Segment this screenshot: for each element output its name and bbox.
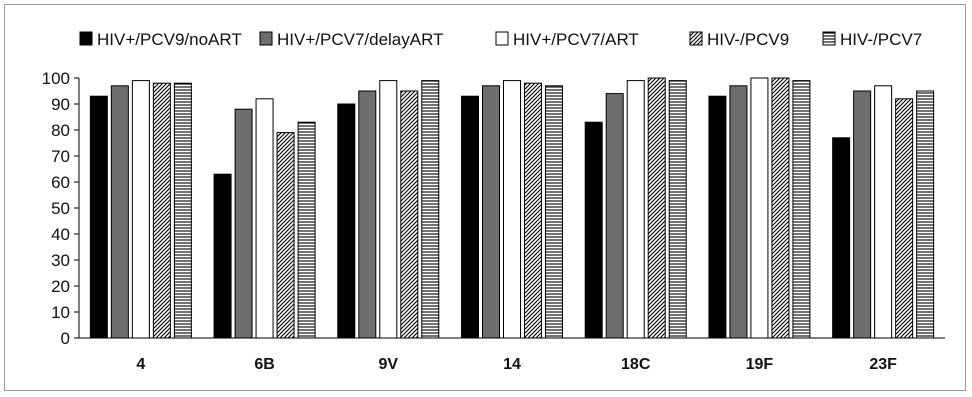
y-tick-label: 90 xyxy=(51,95,70,114)
y-tick-label: 60 xyxy=(51,173,70,192)
bar-6B-HIV-/PCV7 xyxy=(297,121,316,339)
bar-6B-HIV-/PCV9 xyxy=(276,132,295,339)
bar-19F-HIV+/PCV9/noART xyxy=(708,95,727,339)
y-tick-label: 100 xyxy=(42,69,70,88)
bar-14-HIV-/PCV7 xyxy=(545,85,563,339)
bar-14-HIV+/PCV9/noART xyxy=(461,95,479,339)
bar-18C-HIV-/PCV7 xyxy=(668,80,687,339)
x-axis-categories: 4 6B 9V 14 18C 19F 23F xyxy=(136,356,897,373)
bar-23F-HIV+/PCV7/ART xyxy=(874,85,893,339)
legend-swatch xyxy=(822,31,836,46)
x-category-label: 6B xyxy=(254,356,274,373)
bar-9V-HIV-/PCV7 xyxy=(421,80,440,339)
y-tick-label: 70 xyxy=(51,147,70,166)
bar-9V-HIV+/PCV9/noART xyxy=(337,103,356,339)
legend: HIV+/PCV9/noART HIV+/PCV7/delayART HIV+/PC… xyxy=(79,30,922,49)
bar-9V-HIV+/PCV7/ART xyxy=(379,80,398,339)
bar-4-HIV+/PCV7/ART xyxy=(131,80,150,339)
legend-label: HIV+/PCV7/delayART xyxy=(277,30,443,49)
y-tick-label: 30 xyxy=(51,251,70,270)
bar-19F-HIV-/PCV9 xyxy=(771,77,790,339)
bar-9V-HIV+/PCV7/delayART xyxy=(358,90,377,339)
x-category-label: 14 xyxy=(503,356,521,373)
bar-14-HIV+/PCV7/delayART xyxy=(482,85,500,339)
bar-14-HIV+/PCV7/ART xyxy=(503,80,521,339)
x-category-label: 23F xyxy=(869,356,897,373)
bar-14-HIV-/PCV9 xyxy=(524,82,542,339)
bars xyxy=(89,77,935,339)
bar-4-HIV-/PCV9 xyxy=(152,82,171,339)
bar-chart: HIV+/PCV9/noART HIV+/PCV7/delayART HIV+/PC… xyxy=(42,30,945,373)
y-axis: 0 10 20 30 40 50 60 70 80 90 100 xyxy=(42,69,945,348)
y-tick-label: 0 xyxy=(61,329,70,348)
legend-swatch xyxy=(259,31,273,46)
x-category-label: 4 xyxy=(136,356,145,373)
bar-4-HIV+/PCV7/delayART xyxy=(110,85,129,339)
bar-6B-HIV+/PCV7/delayART xyxy=(234,108,253,339)
bar-4-HIV+/PCV9/noART xyxy=(89,95,108,339)
x-category-label: 19F xyxy=(746,356,774,373)
bar-6B-HIV+/PCV9/noART xyxy=(213,173,232,339)
bar-23F-HIV-/PCV9 xyxy=(895,98,914,339)
x-category-label: 9V xyxy=(378,356,398,373)
bar-23F-HIV+/PCV7/delayART xyxy=(853,90,872,339)
y-tick-label: 20 xyxy=(51,277,70,296)
legend-label: HIV+/PCV7/ART xyxy=(513,30,639,49)
bar-6B-HIV+/PCV7/ART xyxy=(255,98,274,339)
y-tick-label: 40 xyxy=(51,225,70,244)
bar-23F-HIV-/PCV7 xyxy=(916,90,935,339)
bar-19F-HIV+/PCV7/delayART xyxy=(729,85,748,339)
bar-19F-HIV+/PCV7/ART xyxy=(750,77,769,339)
bar-19F-HIV-/PCV7 xyxy=(792,80,811,339)
legend-swatch xyxy=(689,31,703,46)
bar-18C-HIV+/PCV7/ART xyxy=(626,80,645,339)
bar-4-HIV-/PCV7 xyxy=(173,82,192,339)
legend-swatch xyxy=(79,31,93,46)
y-tick-label: 80 xyxy=(51,121,70,140)
legend-label: HIV+/PCV9/noART xyxy=(97,30,242,49)
bar-18C-HIV-/PCV9 xyxy=(647,77,666,339)
y-tick-label: 50 xyxy=(51,199,70,218)
legend-label: HIV-/PCV7 xyxy=(840,30,922,49)
x-category-label: 18C xyxy=(621,356,651,373)
chart-frame: HIV+/PCV9/noART HIV+/PCV7/delayART HIV+/PC… xyxy=(4,4,966,391)
legend-swatch xyxy=(495,31,509,46)
legend-label: HIV-/PCV9 xyxy=(707,30,789,49)
bar-18C-HIV+/PCV7/delayART xyxy=(605,93,624,339)
y-tick-label: 10 xyxy=(51,303,70,322)
bar-23F-HIV+/PCV9/noART xyxy=(832,137,851,339)
bar-9V-HIV-/PCV9 xyxy=(400,90,419,339)
bar-18C-HIV+/PCV9/noART xyxy=(584,121,603,339)
